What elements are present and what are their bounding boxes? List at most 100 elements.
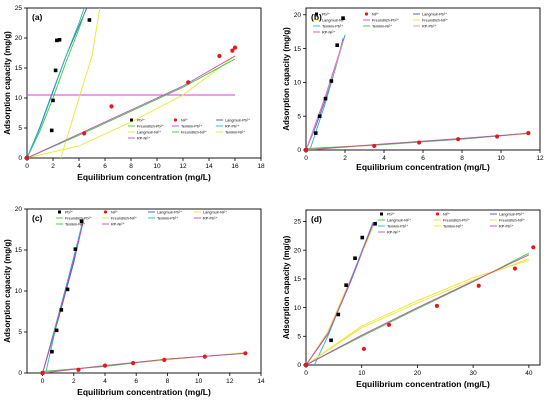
x-tick-label: 12	[179, 163, 187, 170]
data-point-ni	[372, 143, 377, 149]
legend-marker	[130, 118, 133, 122]
legend-marker	[173, 118, 178, 122]
data-point-ni	[24, 155, 30, 161]
x-tick-label: 20	[414, 370, 422, 377]
data-point-ni	[361, 346, 367, 352]
legend-label: Ni²⁺	[372, 13, 379, 17]
data-point-pb	[51, 98, 55, 103]
panel-label: (d)	[311, 214, 322, 224]
y-tick-label: 20	[294, 247, 302, 254]
y-axis-label: Adsorption capacity (mg/g)	[282, 27, 291, 131]
data-point-ni	[243, 351, 248, 356]
panel-3: 0 2 4 6 8 10 12 14 0 5 10 15 20 Equilibrium concentra…	[3, 206, 265, 397]
legend-label: Temkin-Ni²⁺	[372, 25, 392, 29]
data-point-ni	[303, 147, 309, 153]
data-point-pb	[336, 312, 341, 317]
x-tick-label: 4	[382, 155, 386, 162]
legend-label: Langmuir-Ni²⁺	[387, 219, 411, 223]
fit-line-rpni	[42, 352, 246, 373]
legend: Pb²⁺ Ni²⁺ Langmuir-Pb²⁺ Langmuir-Ni²⁺ Freund…	[313, 12, 448, 35]
fit-line-langmuirni	[27, 55, 236, 158]
x-tick-label: 0	[304, 155, 308, 162]
plot-frame	[26, 7, 262, 159]
data-point-pb	[360, 235, 365, 240]
data-point-ni	[109, 104, 114, 109]
x-tick-label: 14	[257, 378, 265, 385]
x-tick-label: 6	[134, 378, 138, 385]
x-tick-label: 10	[358, 370, 366, 377]
fit-line-freundlichpb	[27, 13, 85, 158]
data-point-pb	[55, 38, 59, 43]
y-tick-label: 0	[297, 147, 301, 154]
y-tick-label: 25	[294, 219, 302, 226]
legend: Pb²⁺ Ni²⁺ Langmuir-Pb²⁺ Langmuir-Ni²⁺ Freund…	[56, 210, 227, 227]
fit-line-freundlichni	[27, 58, 236, 158]
legend-label: Temkin-Pb²⁺	[322, 25, 343, 29]
data-point-ni	[186, 80, 191, 85]
data-point-pb	[313, 131, 318, 135]
x-tick-label: 8	[166, 378, 170, 385]
plot-frame	[26, 208, 262, 374]
legend-label: Temkin-Ni²⁺	[65, 223, 85, 227]
plot-area	[306, 34, 531, 150]
fit-line-temkinpb	[313, 222, 374, 365]
fit-line-freundlichpb	[42, 218, 84, 373]
legend-label: RP-Pb²⁺	[203, 217, 217, 221]
data-point-pb	[344, 283, 348, 288]
legend-label: RP-Ni²⁺	[111, 223, 124, 227]
y-tick-label: 20	[294, 12, 302, 19]
x-tick-label: 12	[536, 155, 544, 162]
fit-line-langmuirni	[42, 352, 246, 373]
x-tick-label: 4	[103, 378, 107, 385]
x-tick-label: 10	[195, 378, 203, 385]
legend-label: Ni²⁺	[443, 213, 450, 217]
legend-marker	[380, 212, 383, 216]
fit-line-langmuirpb	[306, 38, 344, 150]
panel-label: (a)	[32, 12, 43, 22]
data-point-ni	[495, 134, 500, 139]
legend-label: Langmuir-Pb²⁺	[499, 213, 524, 217]
legend-label: Langmuir-Ni²⁺	[137, 131, 161, 135]
data-point-ni	[456, 137, 461, 142]
data-point-ni	[162, 357, 167, 362]
data-point-pb	[79, 219, 84, 224]
data-point-pb	[323, 96, 328, 101]
x-tick-label: 2	[51, 163, 55, 170]
fit-line-rppb	[27, 8, 85, 158]
data-point-pb	[59, 308, 64, 312]
legend-label: Langmuir-Ni²⁺	[322, 19, 346, 23]
y-tick-label: 20	[15, 35, 23, 42]
y-tick-label: 5	[18, 329, 22, 336]
x-tick-label: 0	[304, 370, 308, 377]
legend-label: Freundlich-Pb²⁺	[65, 217, 92, 221]
x-tick-label: 0	[41, 378, 45, 385]
y-tick-label: 10	[15, 288, 23, 295]
fit-line-rpni	[306, 254, 530, 365]
data-point-pb	[341, 16, 345, 20]
legend-label: Ni²⁺	[111, 211, 118, 215]
legend-label: Pb²⁺	[65, 211, 73, 215]
y-tick-label: 20	[15, 206, 23, 213]
legend-label: Freundlich-Pb²⁺	[137, 125, 164, 129]
data-point-ni	[130, 361, 136, 366]
legend-label: Temkin-Ni²⁺	[225, 131, 245, 135]
panel-4: 0 10 20 30 40 0 5 10 15 20 25 Equilibrium concentra…	[282, 209, 541, 389]
x-tick-label: 0	[25, 163, 29, 170]
x-axis-label: Equilibrium concentration (mg/L)	[356, 379, 490, 389]
y-axis-label: Adsorption capacity (mg/g)	[282, 235, 291, 339]
x-tick-label: 40	[525, 370, 533, 377]
data-point-pb	[65, 287, 70, 292]
y-tick-label: 0	[297, 362, 301, 369]
x-tick-label: 10	[153, 163, 161, 170]
x-tick-label: 14	[205, 163, 213, 170]
panel-label: (b)	[311, 12, 322, 22]
legend: Pb²⁺ Ni²⁺ Langmuir-Pb²⁺ Langmuir-Ni²⁺ Freund…	[378, 212, 525, 235]
data-point-ni	[417, 140, 422, 145]
data-point-ni	[386, 322, 392, 327]
y-tick-label: 10	[294, 80, 302, 87]
data-point-ni	[531, 245, 536, 250]
legend-label: Temkin-Ni²⁺	[443, 225, 463, 229]
legend-label: RP-Pb²⁺	[422, 25, 436, 29]
legend-label: Temkin-Pb²⁺	[387, 225, 408, 229]
y-axis-label: Adsorption capacity (mg/g)	[3, 239, 12, 343]
